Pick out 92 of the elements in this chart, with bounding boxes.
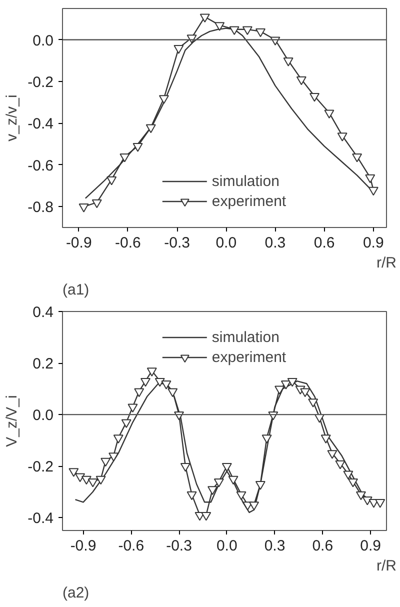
text: (a2) — [62, 584, 90, 602]
point — [362, 496, 372, 506]
point — [120, 153, 130, 162]
y-axis-title: V_z/V_i — [4, 395, 21, 447]
point — [348, 478, 358, 488]
y-tick-label: 0.0 — [32, 407, 54, 424]
point — [256, 28, 266, 38]
text: (a1) — [62, 282, 90, 298]
point — [134, 388, 144, 398]
point — [128, 404, 138, 413]
point — [154, 378, 165, 387]
point — [262, 434, 272, 444]
point — [108, 452, 119, 462]
point — [300, 388, 310, 398]
point — [140, 378, 150, 387]
point — [228, 476, 238, 485]
y-tick-label: -0.6 — [28, 157, 54, 174]
y-tick-label: -0.2 — [28, 74, 54, 91]
point — [132, 143, 143, 152]
x-tick-label: 0.6 — [312, 538, 334, 554]
point — [180, 462, 190, 472]
point — [201, 512, 212, 521]
y-tick-label: 0.4 — [32, 304, 54, 321]
y-tick-label: 0.2 — [32, 356, 54, 373]
point — [368, 186, 378, 196]
point — [365, 174, 376, 184]
point — [320, 434, 331, 444]
legend-label: simulation — [212, 328, 280, 346]
point — [242, 26, 252, 36]
point — [208, 486, 218, 495]
point — [78, 204, 89, 212]
point — [88, 478, 98, 488]
point — [146, 368, 157, 376]
x-tick-label: 0.6 — [314, 234, 335, 252]
y-tick-label: -0.2 — [28, 458, 54, 476]
legend-label: simulation — [212, 172, 280, 190]
y-tick-label: -0.4 — [28, 116, 54, 133]
x-tick-label: -0.3 — [164, 234, 190, 252]
point — [296, 76, 306, 86]
point — [343, 470, 354, 480]
point — [186, 491, 197, 500]
point — [249, 502, 260, 510]
point — [337, 132, 348, 142]
point — [214, 22, 225, 31]
y-tick-label: 0.0 — [32, 32, 54, 50]
x-tick-label: 0.9 — [362, 234, 384, 252]
point — [283, 58, 294, 66]
legend-label: experiment — [212, 348, 286, 366]
point — [106, 176, 117, 186]
point — [356, 491, 366, 500]
point — [274, 386, 285, 394]
point — [280, 380, 291, 390]
x-tick-label: -0.9 — [70, 538, 96, 554]
point — [174, 45, 184, 54]
point — [287, 378, 298, 387]
point — [168, 388, 178, 398]
y-axis-title: v_z/v_i — [4, 94, 21, 142]
x-tick-label: 0.0 — [216, 234, 237, 252]
x-tick-label: -0.3 — [166, 538, 192, 554]
point — [324, 110, 334, 118]
point — [100, 458, 111, 467]
point — [92, 199, 102, 208]
point — [75, 473, 86, 482]
x-tick-label: 0.3 — [264, 538, 286, 554]
point — [146, 124, 156, 134]
point — [214, 478, 224, 488]
point — [158, 95, 169, 104]
point — [81, 476, 92, 485]
x-tick-label: 0.3 — [264, 234, 286, 252]
point — [68, 468, 79, 477]
point — [327, 450, 338, 459]
x-tick-label: 0.0 — [216, 538, 238, 554]
point — [310, 93, 320, 102]
point — [352, 153, 362, 162]
point — [236, 491, 246, 500]
point — [308, 398, 318, 408]
point — [200, 14, 210, 23]
y-tick-label: -0.8 — [28, 199, 54, 216]
point — [113, 434, 124, 444]
point — [375, 499, 386, 508]
point — [121, 419, 132, 428]
point — [335, 460, 346, 470]
x-tick-label: 0.9 — [360, 538, 381, 554]
y-tick-label: -0.4 — [28, 510, 54, 528]
x-axis-title: r/R — [376, 254, 397, 272]
x-tick-label: -0.6 — [115, 234, 141, 252]
point — [96, 476, 106, 485]
x-axis-title: r/R — [376, 558, 397, 574]
point — [222, 462, 232, 472]
legend-label: experiment — [212, 192, 286, 210]
x-tick-label: -0.6 — [118, 538, 144, 554]
x-tick-label: -0.9 — [66, 234, 92, 252]
